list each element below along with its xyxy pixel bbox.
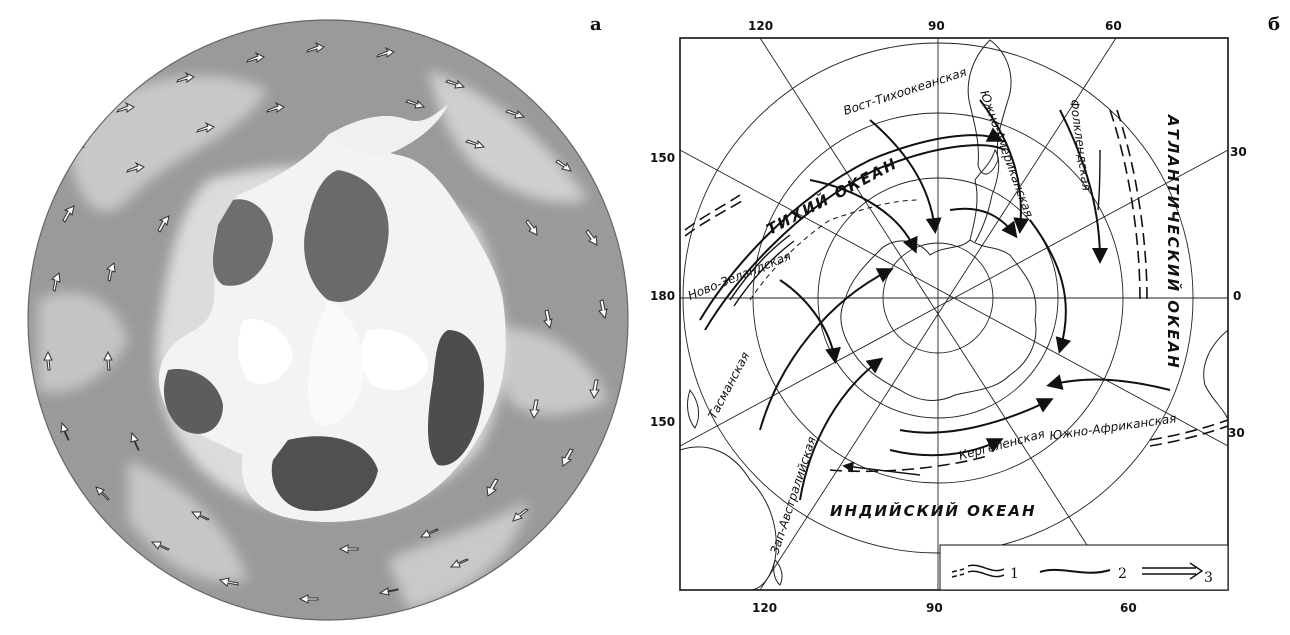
right-longitude-0: 0 [1233, 289, 1241, 303]
south-america [967, 39, 1012, 175]
antarctic-currents-schematic-map: 120 90 60 120 90 60 150 180 150 30 0 30 [650, 19, 1247, 615]
left-longitude-150-top: 150 [650, 151, 675, 165]
top-longitude-60: 60 [1105, 19, 1122, 33]
wind-arrows [43, 41, 608, 604]
right-longitude-30-top: 30 [1230, 145, 1247, 159]
legend-symbol-3 [1142, 562, 1204, 580]
new-zealand [687, 388, 700, 429]
top-longitude-120: 120 [748, 19, 773, 33]
legend-symbol-1 [951, 564, 1005, 578]
left-longitude-180: 180 [650, 289, 675, 303]
legend-label-3: 3 [1204, 570, 1213, 586]
antarctica-coastline [840, 239, 1037, 401]
top-longitude-90: 90 [928, 19, 945, 33]
legend-symbol-2 [1039, 568, 1111, 574]
africa [1203, 329, 1228, 421]
map-frame [679, 37, 1229, 591]
right-longitude-30-bottom: 30 [1228, 426, 1245, 440]
antarctic-peninsula [969, 148, 1000, 243]
antarctic-continent [158, 105, 506, 522]
panel-letter-b: б [1268, 14, 1281, 35]
antarctica-polar-wind-map [27, 19, 629, 621]
major-current-arrows [729, 149, 1101, 476]
tasmania [773, 559, 783, 586]
legend: 1 2 3 [939, 544, 1229, 591]
australia [680, 446, 777, 590]
ocean-label-indian: ИНДИЙСКИЙ ОКЕАН [830, 501, 1037, 520]
bottom-longitude-60: 60 [1120, 601, 1137, 615]
landmasses [680, 39, 1228, 590]
ocean-label-atlantic: АТЛАНТИЧЕСКИЙ ОКЕАН [1164, 114, 1183, 370]
legend-label-1: 1 [1010, 566, 1019, 582]
left-longitude-150-bottom: 150 [650, 415, 675, 429]
current-flow-lines [699, 99, 1171, 501]
panel-letter-a: а [590, 14, 602, 35]
legend-label-2: 2 [1118, 566, 1127, 582]
bottom-longitude-90: 90 [926, 601, 943, 615]
bottom-longitude-120: 120 [752, 601, 777, 615]
